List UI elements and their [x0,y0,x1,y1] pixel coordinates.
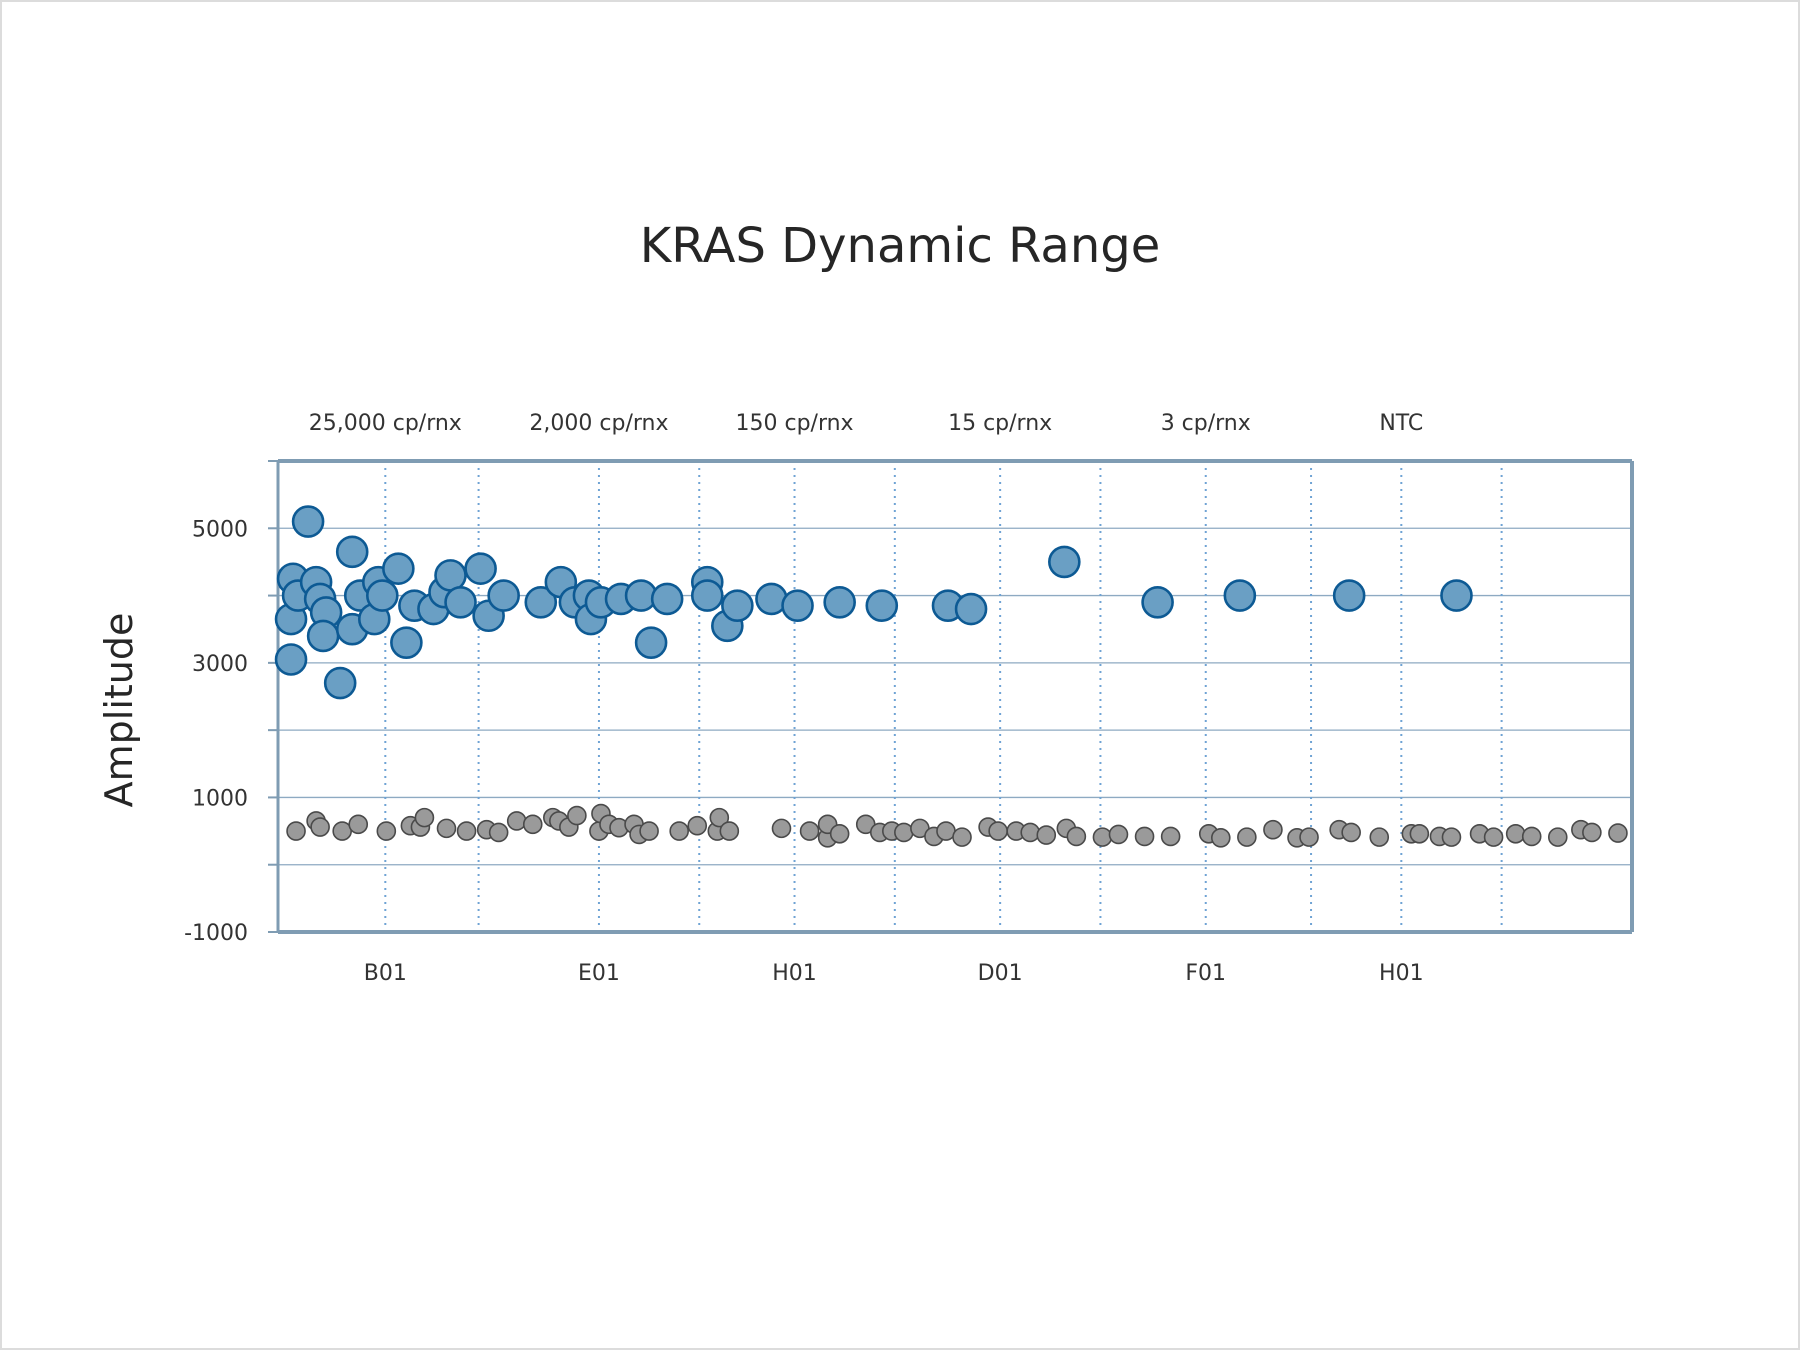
negative-droplet-point [376,821,397,841]
positive-droplet-point [323,666,357,700]
negative-droplet-point [348,814,369,835]
negative-droplet-point [829,823,850,844]
negative-droplet-point [669,821,689,841]
negative-droplet-point [1237,827,1257,847]
negative-droplet-point [1066,826,1087,847]
positive-droplet-point [434,559,467,592]
negative-droplet-point [1108,824,1129,845]
plot-area: -1000 1000 3000 5000 25,000 cp/rnx B01 2,000 c… [184,411,1634,986]
group-label: NTC [1379,411,1423,436]
positive-droplet-point [464,552,497,585]
positive-droplet-point [291,505,325,538]
group-label: 25,000 cp/rnx [309,411,462,436]
positive-droplet-point [524,585,558,619]
positive-droplet-point [865,589,899,622]
negative-droplet-point [1092,827,1113,847]
y-tick-label: 1000 [192,786,248,811]
positive-droplet-point [1332,579,1366,612]
y-tick-label: 3000 [192,652,248,677]
negative-droplet-point [1547,827,1568,847]
positive-droplet-point [721,589,754,622]
negative-droplet-point [771,818,792,839]
positive-droplet-point [366,579,399,612]
negative-droplet-point [1608,823,1628,843]
positive-droplet-point [781,589,814,622]
negative-droplet-point [286,821,306,841]
well-label: E01 [578,961,620,986]
y-axis-label: Amplitude [97,613,141,808]
positive-droplet-point [690,579,724,612]
group-label: 15 cp/rnx [948,411,1052,436]
group-label: 3 cp/rnx [1161,411,1251,436]
positive-droplet-point [650,582,684,616]
negative-droplet-point [1441,827,1462,847]
negative-droplet-point [1369,827,1390,847]
negative-droplet-point [522,814,543,835]
negative-droplet-point [709,807,730,828]
negative-droplet-point [799,821,820,841]
negative-droplet-point [639,821,659,841]
positive-droplet-point [1440,579,1473,612]
negative-droplet-point [310,817,330,837]
negative-droplet-point [414,807,435,828]
positive-droplet-point [390,626,423,659]
negative-droplet-point [1521,826,1542,847]
positive-droplet-point [634,626,668,659]
negative-droplet-point [1210,827,1231,848]
positive-droplet-point [382,552,415,585]
negative-droplet-point [1505,823,1526,844]
well-label: D01 [978,961,1023,986]
group-label: 2,000 cp/rnx [529,411,668,436]
negative-droplet-point [988,821,1008,841]
negative-droplet-point [1020,822,1041,843]
positive-droplet-point [1048,545,1081,579]
positive-droplet-point [306,619,340,653]
y-tick-label: -1000 [184,921,248,946]
chart-title: KRAS Dynamic Range [640,218,1161,274]
negative-droplet-point [719,821,740,841]
y-tick-label: 5000 [192,517,248,542]
negative-droplet-point [1299,827,1319,847]
well-label: H01 [1379,961,1424,986]
positive-droplet-point [444,585,477,619]
well-label: F01 [1185,961,1226,986]
well-label: H01 [772,961,817,986]
well-label: B01 [364,961,407,986]
negative-droplet-point [1582,822,1602,843]
positive-droplet-point [1141,585,1174,619]
negative-droplet-point [1263,819,1283,840]
negative-droplet-point [894,822,914,843]
positive-droplet-point [487,579,520,612]
negative-droplet-point [506,811,527,831]
negative-droplet-point [488,822,509,843]
negative-droplet-point [1036,825,1057,845]
negative-droplet-point [952,827,972,847]
negative-droplet-point [687,815,708,836]
group-label: 150 cp/rnx [735,411,853,436]
negative-droplet-point [1134,826,1155,847]
negative-droplet-point [1341,822,1361,843]
negative-droplet-point [1409,823,1430,844]
negative-droplet-point [456,821,477,841]
positive-droplet-point [335,535,369,569]
positive-droplet-point [823,585,856,619]
negative-droplet-point [1160,826,1181,847]
positive-droplet-point [274,643,308,676]
positive-droplet-point [954,592,988,626]
negative-droplet-point [436,818,457,839]
positive-droplet-point [1223,579,1257,612]
negative-droplet-point [1483,827,1504,847]
negative-droplet-point [567,805,587,826]
